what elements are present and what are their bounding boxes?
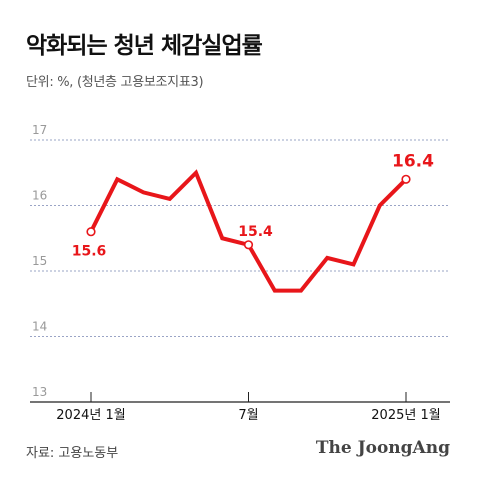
- chart-title: 악화되는 청년 체감실업률: [26, 33, 263, 59]
- y-tick-label: 13: [32, 385, 47, 399]
- source-note: 자료: 고용노동부: [26, 446, 119, 461]
- data-point: [401, 174, 411, 184]
- data-label: 16.4: [392, 151, 434, 171]
- data-label: 15.6: [72, 244, 107, 260]
- data-point: [86, 227, 96, 237]
- x-tick-label: 2025년 1월: [371, 408, 440, 423]
- y-tick-label: 16: [32, 189, 47, 203]
- brand-logo: The JoongAng: [315, 438, 450, 458]
- x-tick-label: 2024년 1월: [56, 408, 125, 423]
- data-point: [243, 240, 254, 250]
- y-tick-label: 14: [32, 320, 47, 334]
- y-tick-label: 17: [32, 123, 47, 137]
- y-tick-label: 15: [32, 254, 47, 268]
- x-tick-label: 7월: [238, 408, 258, 423]
- unit-note: 단위: %, (청년층 고용보조지표3): [26, 75, 204, 90]
- data-label: 15.4: [238, 224, 273, 240]
